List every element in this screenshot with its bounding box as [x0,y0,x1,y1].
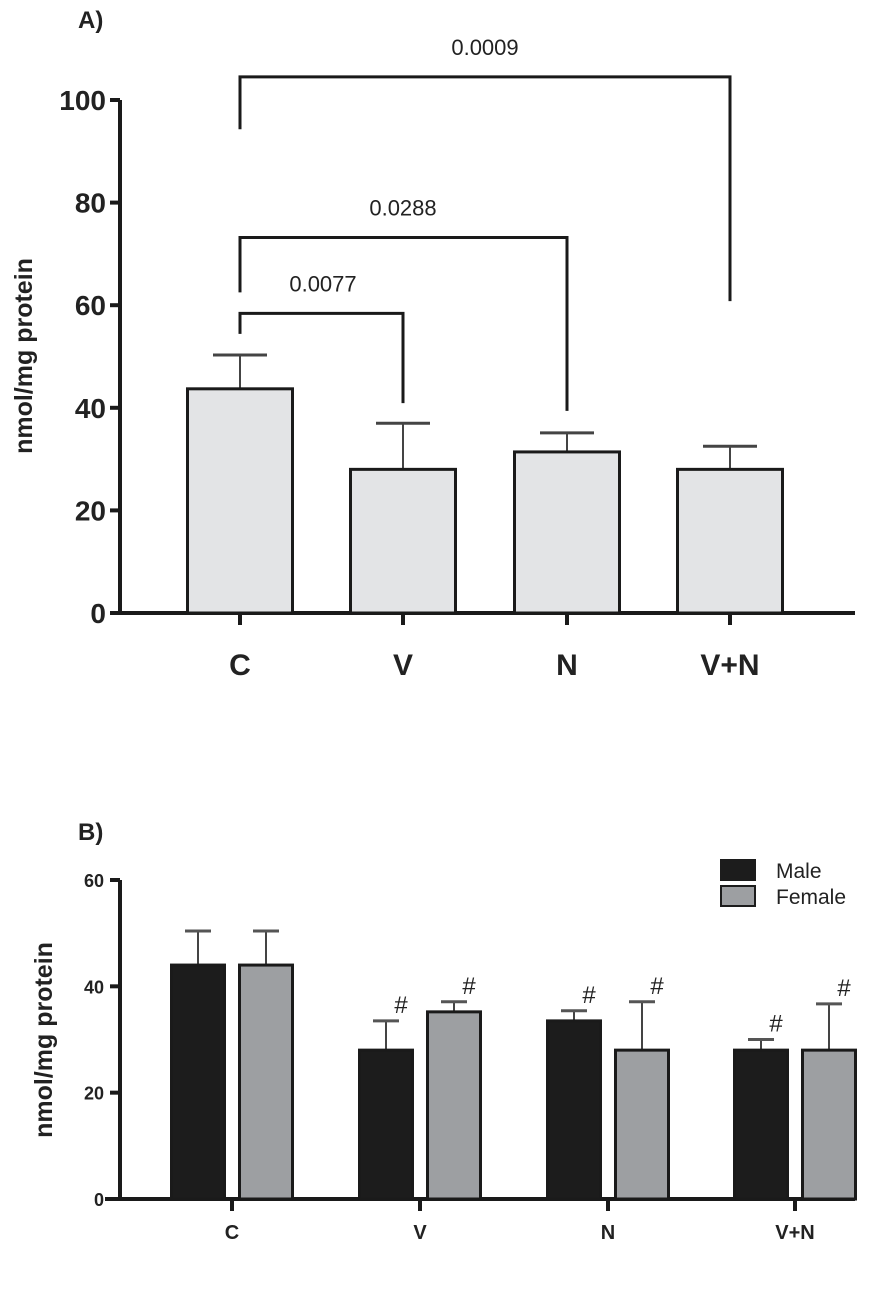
significance-marker: # [582,982,596,1009]
panel-b-chart: B) nmol/mg protein Male Female 0 20 40 60 C V… [30,819,857,1244]
significance-marker: # [462,973,476,1000]
significance-marker: # [769,1011,783,1038]
bar-N [513,450,621,615]
panel-a-label: A) [78,7,103,34]
x-tick-label: V+N [700,649,759,682]
significance-marker: # [837,975,851,1002]
y-tick-label: 60 [84,871,104,891]
panel-b-ylabel: nmol/mg protein [30,942,58,1138]
x-tick-label: V [413,1222,427,1244]
x-tick-label: N [601,1222,615,1244]
bar-female-V [426,1010,482,1201]
bar-female-C [238,963,294,1201]
panel-a-chart: A) nmol/mg protein 0 20 40 60 80 100 C V N V+N 0.0… [10,7,855,682]
x-tick-label: V+N [775,1222,814,1244]
bar-female-N [614,1048,670,1201]
legend-swatch-female [720,885,756,907]
y-tick-label: 40 [75,393,106,424]
bar-V [349,467,457,615]
y-tick-label: 20 [75,495,106,526]
y-tick-label: 100 [59,85,106,116]
bar-female-V+N [801,1048,857,1201]
significance-marker: # [394,992,408,1019]
x-tick-label: V [393,649,413,682]
significance-bracket [238,235,569,411]
bar-C [186,387,294,615]
y-tick-label: 40 [84,977,104,997]
bar-male-C [170,963,226,1201]
x-tick-label: N [556,649,578,682]
panel-b-label: B) [78,819,103,846]
x-tick-label: C [225,1222,239,1244]
y-tick-label: 0 [94,1190,104,1210]
p-value-label: 0.0009 [451,35,518,60]
y-tick-label: 60 [75,290,106,321]
p-value-label: 0.0288 [369,195,436,220]
bar-male-V [358,1048,414,1201]
y-tick-label: 20 [84,1084,104,1104]
p-value-label: 0.0077 [289,271,356,296]
significance-bracket [238,75,732,302]
bar-male-V+N [733,1048,789,1201]
significance-bracket [238,311,405,404]
bar-V+N [676,467,784,615]
significance-marker: # [650,973,664,1000]
y-tick-label: 0 [90,598,106,629]
legend-swatch-male [720,859,756,881]
x-tick-label: C [229,649,251,682]
legend-label-female: Female [776,886,846,909]
bar-male-N [546,1019,602,1201]
legend-label-male: Male [776,860,822,883]
y-tick-label: 80 [75,188,106,219]
panel-a-ylabel: nmol/mg protein [10,258,38,454]
legend: Male Female [720,859,846,909]
